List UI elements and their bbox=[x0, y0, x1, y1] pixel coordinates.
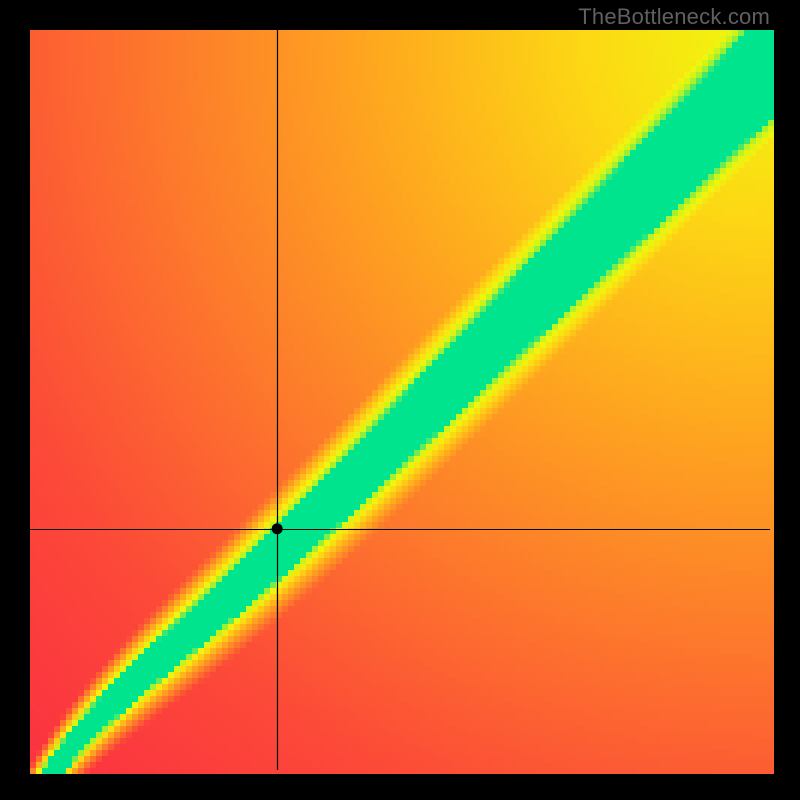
watermark-text: TheBottleneck.com bbox=[578, 4, 770, 30]
bottleneck-heatmap bbox=[0, 0, 800, 800]
chart-container: TheBottleneck.com bbox=[0, 0, 800, 800]
